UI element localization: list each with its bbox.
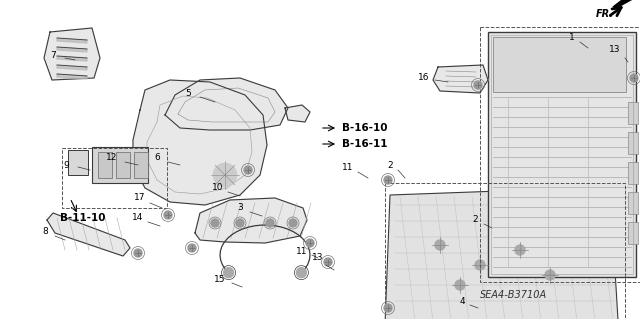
Text: 16: 16 — [419, 73, 429, 83]
Circle shape — [289, 219, 297, 227]
Bar — [92, 147, 148, 183]
Polygon shape — [57, 65, 87, 70]
Circle shape — [266, 219, 274, 227]
Text: 11: 11 — [296, 248, 308, 256]
Text: 5: 5 — [185, 88, 191, 98]
Polygon shape — [44, 28, 100, 80]
Circle shape — [435, 240, 445, 250]
Circle shape — [474, 81, 482, 89]
Polygon shape — [433, 65, 488, 93]
Polygon shape — [57, 74, 87, 79]
Text: 17: 17 — [134, 194, 146, 203]
Bar — [628, 162, 638, 184]
Bar — [68, 150, 88, 175]
Circle shape — [384, 304, 392, 312]
Circle shape — [134, 249, 142, 257]
Polygon shape — [57, 47, 87, 52]
Polygon shape — [57, 56, 87, 61]
Circle shape — [384, 176, 392, 184]
Text: 13: 13 — [312, 254, 324, 263]
Bar — [628, 102, 638, 124]
Text: 8: 8 — [42, 227, 48, 236]
Bar — [480, 27, 640, 282]
Text: B-16-11: B-16-11 — [342, 139, 387, 149]
Text: 9: 9 — [63, 160, 69, 169]
Circle shape — [296, 268, 307, 278]
Polygon shape — [385, 187, 618, 319]
Text: 7: 7 — [50, 50, 56, 60]
Bar — [491, 35, 633, 274]
Circle shape — [164, 211, 172, 219]
Circle shape — [455, 280, 465, 290]
Polygon shape — [133, 80, 267, 205]
Text: SEA4-B3710A: SEA4-B3710A — [480, 290, 547, 300]
Circle shape — [630, 74, 638, 82]
Polygon shape — [285, 105, 310, 122]
Polygon shape — [57, 38, 87, 43]
Circle shape — [223, 268, 234, 278]
Circle shape — [236, 219, 244, 227]
Text: 12: 12 — [106, 153, 118, 162]
Text: 3: 3 — [237, 204, 243, 212]
Text: FR.: FR. — [596, 9, 614, 19]
Bar — [98, 152, 112, 178]
Circle shape — [213, 163, 237, 187]
Circle shape — [244, 166, 252, 174]
Circle shape — [188, 244, 196, 252]
Polygon shape — [165, 78, 288, 130]
Bar — [134, 152, 148, 178]
Polygon shape — [566, 33, 612, 65]
Circle shape — [324, 258, 332, 266]
Text: 2: 2 — [387, 160, 393, 169]
Text: 1: 1 — [569, 33, 575, 42]
Text: 2: 2 — [472, 216, 478, 225]
Bar — [62, 148, 167, 208]
Circle shape — [545, 270, 555, 280]
Bar — [628, 192, 638, 214]
Bar — [628, 222, 638, 244]
Circle shape — [475, 260, 485, 270]
Text: 6: 6 — [154, 152, 160, 161]
Text: B-16-10: B-16-10 — [342, 123, 387, 133]
Text: 13: 13 — [609, 46, 621, 55]
Polygon shape — [47, 213, 130, 256]
Text: 11: 11 — [342, 164, 354, 173]
Text: 4: 4 — [459, 298, 465, 307]
Polygon shape — [195, 198, 307, 243]
Text: B-11-10: B-11-10 — [60, 213, 106, 223]
Text: 15: 15 — [214, 276, 226, 285]
Bar — [385, 183, 625, 319]
Bar — [493, 37, 626, 92]
Bar — [116, 152, 130, 178]
Text: 14: 14 — [132, 213, 144, 222]
Bar — [488, 32, 636, 277]
Circle shape — [515, 245, 525, 255]
Circle shape — [211, 219, 219, 227]
Polygon shape — [613, 0, 638, 7]
Circle shape — [306, 239, 314, 247]
Text: 10: 10 — [212, 183, 224, 192]
Bar — [628, 132, 638, 154]
